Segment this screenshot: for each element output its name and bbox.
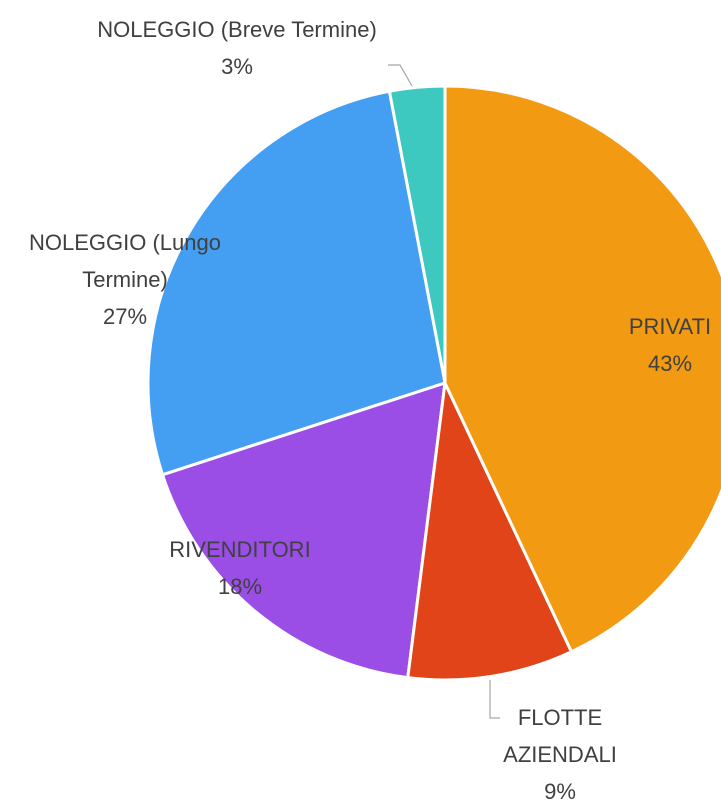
- leader-line: [489, 680, 500, 719]
- slice-label: NOLEGGIO (Breve Termine) 3%: [27, 11, 447, 85]
- slice-label: NOLEGGIO (Lungo Termine) 27%: [10, 224, 240, 335]
- category-label: FLOTTE AZIENDALI: [503, 705, 617, 767]
- value-label: 27%: [102, 304, 148, 329]
- value-label: 3%: [221, 54, 253, 79]
- category-label: PRIVATI: [628, 314, 712, 339]
- pie-slice: [406, 377, 574, 682]
- slice-label: RIVENDITORI 18%: [140, 531, 340, 605]
- pie-slice: [160, 380, 447, 680]
- value-label: 9%: [544, 779, 576, 804]
- slice-label: PRIVATI 43%: [590, 308, 721, 382]
- slice-label: FLOTTE AZIENDALI 9%: [485, 699, 635, 804]
- leader-line: [388, 64, 413, 87]
- category-label: RIVENDITORI: [169, 537, 311, 562]
- pie-slice: [443, 84, 721, 654]
- category-label: NOLEGGIO (Breve Termine): [97, 17, 377, 42]
- value-label: 18%: [217, 574, 263, 599]
- category-label: NOLEGGIO (Lungo Termine): [29, 230, 221, 292]
- value-label: 43%: [647, 351, 693, 376]
- pie-slice: [146, 89, 447, 477]
